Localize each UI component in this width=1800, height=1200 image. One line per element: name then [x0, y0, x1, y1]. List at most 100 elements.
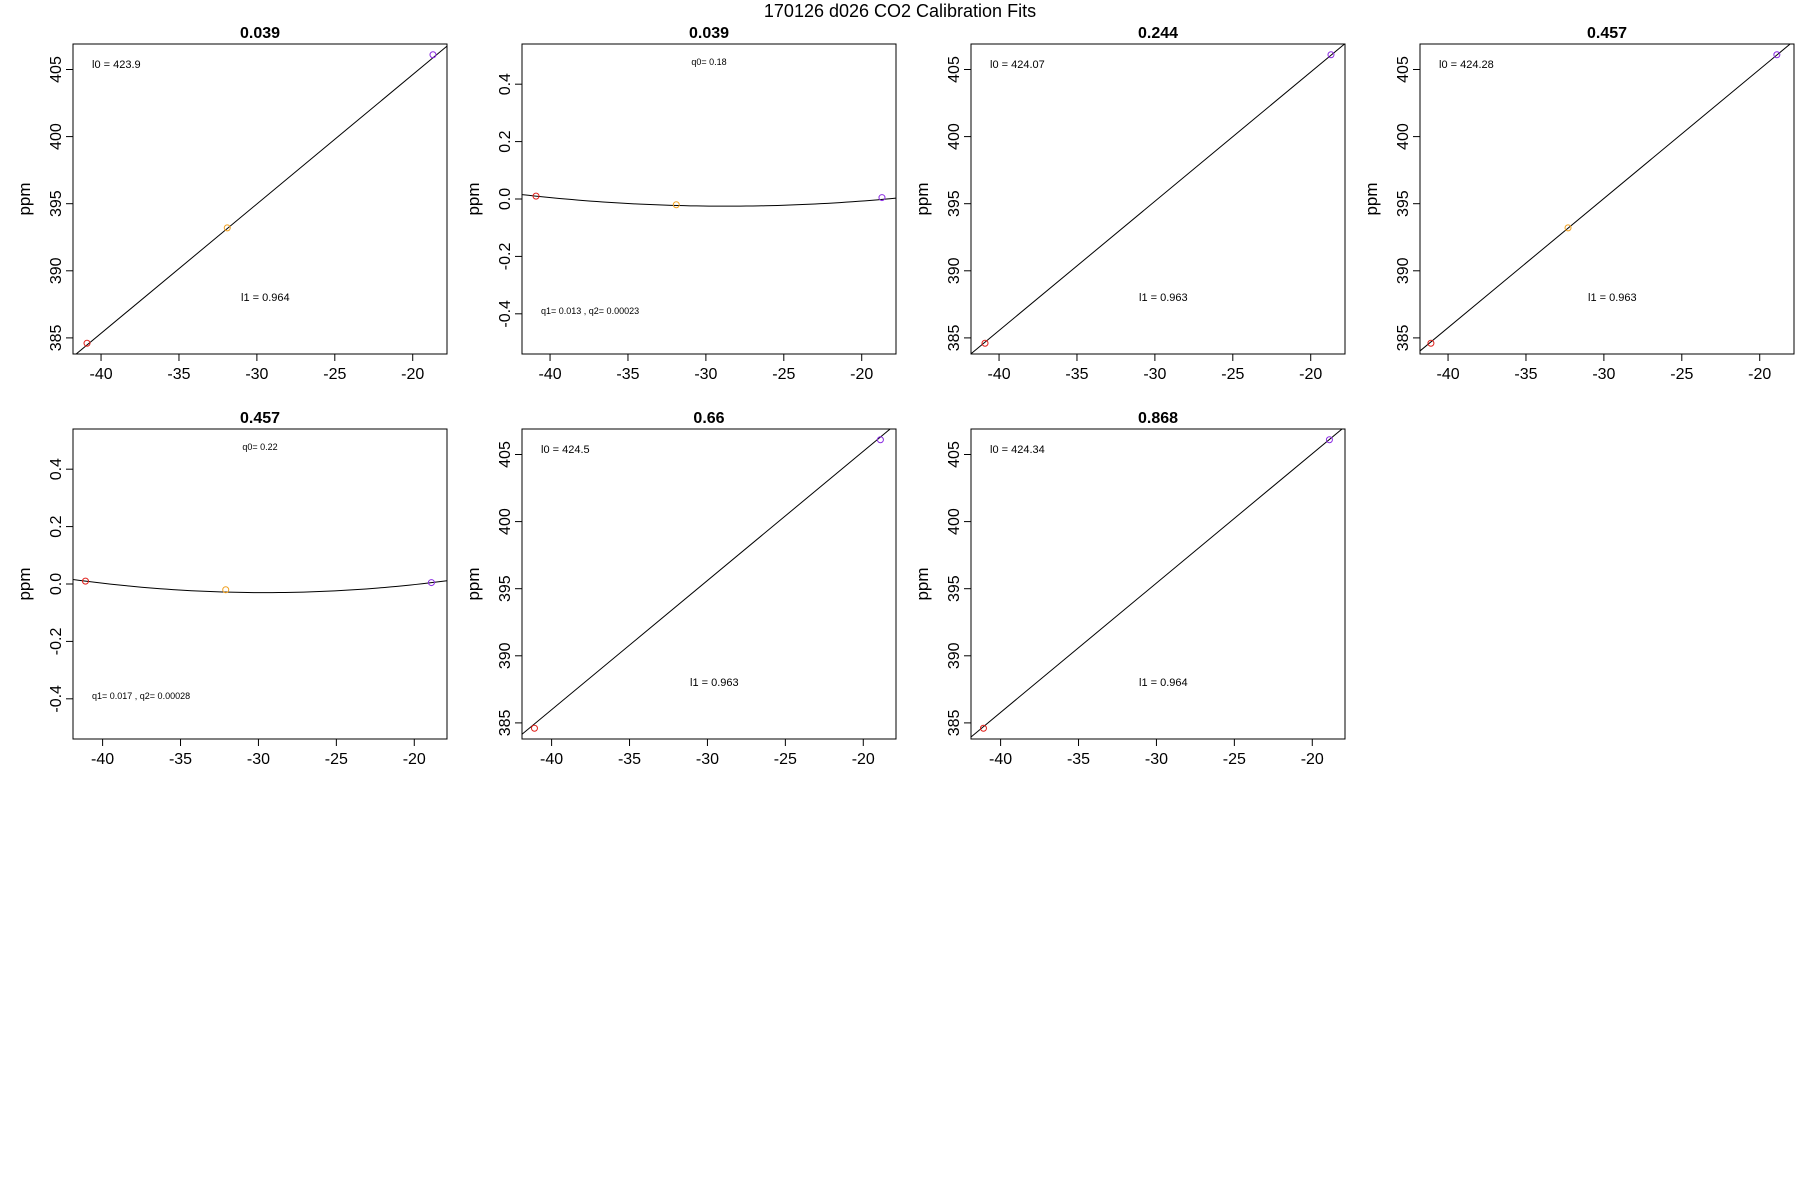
x-tick-label: -40	[538, 366, 561, 383]
fit-line	[971, 429, 1343, 738]
y-tick-label: 385	[1395, 324, 1412, 351]
panel-title: 0.457	[240, 410, 280, 427]
y-tick-label: 405	[497, 441, 514, 468]
y-tick-label: 395	[497, 575, 514, 602]
fit-group	[1420, 44, 1791, 352]
data-point	[429, 51, 437, 59]
fit-group	[522, 429, 891, 735]
x-tick-label: -25	[774, 751, 797, 768]
data-point	[532, 192, 540, 200]
data-point	[1327, 51, 1335, 59]
page-title: 170126 d026 CO2 Calibration Fits	[763, 1, 1037, 21]
x-tick-label: -30	[245, 366, 268, 383]
y-tick-label: 385	[946, 324, 963, 351]
q0-annotation: q0= 0.22	[242, 442, 277, 452]
x-tick-label: -20	[403, 751, 426, 768]
y-tick-label: 395	[1395, 190, 1412, 217]
x-tick-label: -35	[1514, 366, 1537, 383]
calibration-panel: 0.039 -40 -35 -30 -25 -20 -0.4 -0.2 0.0 0.2 0.4 ppm…	[464, 25, 897, 383]
y-tick-label: 400	[946, 508, 963, 535]
slope-annotation: l1 = 0.964	[1139, 677, 1188, 689]
x-tick-label: -30	[694, 366, 717, 383]
x-tick-label: -20	[401, 366, 424, 383]
y-tick-label: 400	[1395, 123, 1412, 150]
fit-group	[971, 429, 1343, 738]
data-point	[427, 579, 435, 587]
x-tick-label: -30	[1592, 366, 1615, 383]
y-tick-label: 0.2	[497, 130, 514, 152]
panel-title: 0.457	[1587, 25, 1627, 42]
panel-title: 0.244	[1138, 25, 1178, 42]
y-axis-label: ppm	[464, 182, 483, 215]
intercept-annotation: l0 = 424.34	[990, 444, 1045, 456]
x-tick-label: -35	[169, 751, 192, 768]
fit-curve	[73, 578, 447, 594]
data-point	[1564, 224, 1572, 232]
y-tick-label: 0.0	[48, 573, 65, 595]
y-tick-label: -0.4	[497, 300, 514, 328]
y-tick-label: 405	[1395, 56, 1412, 83]
y-axis-label: ppm	[913, 567, 932, 600]
x-tick-label: -20	[852, 751, 875, 768]
y-tick-label: -0.4	[48, 685, 65, 713]
x-tick-label: -20	[1299, 366, 1322, 383]
x-tick-label: -30	[247, 751, 270, 768]
x-tick-label: -35	[616, 366, 639, 383]
y-tick-label: 390	[946, 642, 963, 669]
panel-title: 0.66	[693, 410, 724, 427]
x-tick-label: -40	[89, 366, 112, 383]
x-tick-label: -35	[1067, 751, 1090, 768]
y-tick-label: -0.2	[48, 628, 65, 656]
panel-title: 0.868	[1138, 410, 1178, 427]
y-tick-label: 400	[946, 123, 963, 150]
intercept-annotation: l0 = 424.07	[990, 59, 1045, 71]
x-tick-label: -20	[1748, 366, 1771, 383]
x-tick-label: -25	[323, 366, 346, 383]
data-point	[1325, 436, 1333, 444]
data-point	[1427, 339, 1435, 347]
plot-frame	[72, 43, 448, 355]
plot-frame	[521, 428, 897, 740]
fit-line	[971, 44, 1345, 354]
slope-annotation: l1 = 0.963	[1588, 292, 1637, 304]
fit-group	[971, 44, 1345, 354]
data-point	[81, 577, 89, 585]
y-tick-label: -0.2	[497, 243, 514, 271]
x-tick-label: -30	[1145, 751, 1168, 768]
y-tick-label: 385	[48, 324, 65, 351]
y-tick-label: 390	[497, 642, 514, 669]
y-tick-label: 0.2	[48, 515, 65, 537]
y-tick-label: 385	[497, 709, 514, 736]
plot-frame	[970, 43, 1346, 355]
y-axis-label: ppm	[1362, 182, 1381, 215]
x-tick-label: -25	[772, 366, 795, 383]
x-tick-label: -25	[1221, 366, 1244, 383]
fit-curve	[522, 194, 896, 207]
x-tick-label: -40	[989, 751, 1012, 768]
y-tick-label: 400	[48, 123, 65, 150]
slope-annotation: l1 = 0.963	[690, 677, 739, 689]
x-tick-label: -40	[987, 366, 1010, 383]
q1-q2-annotation: q1= 0.013 , q2= 0.00023	[541, 306, 639, 316]
x-tick-label: -40	[91, 751, 114, 768]
data-point	[223, 224, 231, 232]
y-axis-label: ppm	[913, 182, 932, 215]
data-point	[981, 339, 989, 347]
y-tick-label: 405	[946, 441, 963, 468]
y-tick-label: 395	[48, 190, 65, 217]
y-tick-label: 405	[946, 56, 963, 83]
x-tick-label: -35	[618, 751, 641, 768]
fit-group	[75, 45, 447, 354]
intercept-annotation: l0 = 423.9	[92, 59, 141, 71]
x-tick-label: -25	[1223, 751, 1246, 768]
panel-title: 0.039	[240, 25, 280, 42]
q1-q2-annotation: q1= 0.017 , q2= 0.00028	[92, 691, 190, 701]
data-point	[222, 586, 230, 594]
y-tick-label: 0.4	[48, 458, 65, 480]
data-point	[1773, 51, 1781, 59]
y-axis-label: ppm	[15, 182, 34, 215]
